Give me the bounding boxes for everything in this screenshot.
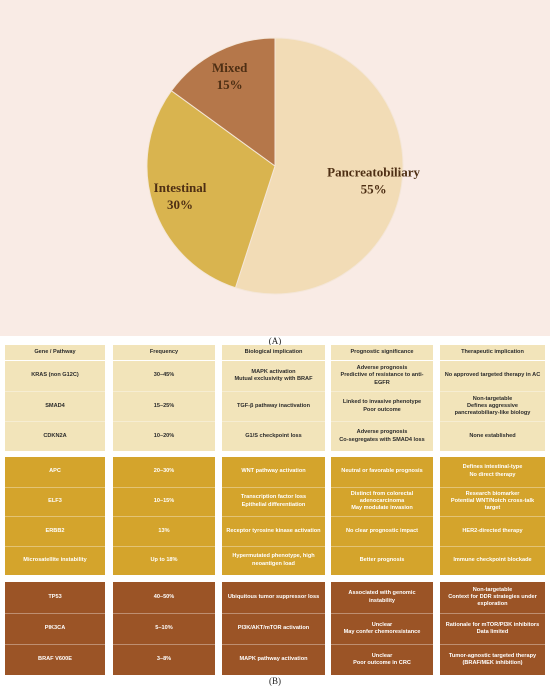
pie-slice (234, 37, 404, 295)
row-header-cell: SMAD4 (5, 391, 105, 421)
header-cell: Frequency (113, 345, 215, 360)
row-header-cell: ELF3 (5, 486, 105, 516)
table-cell: Receptor tyrosine kinase activation (222, 516, 325, 546)
header-cell: Gene / Pathway (5, 345, 105, 360)
table-cell: 10–15% (113, 486, 215, 516)
table-cell: Transcription factor loss Epithelial dif… (222, 486, 325, 516)
table-cell: TGF-β pathway inactivation (222, 391, 325, 421)
table-cell: G1/S checkpoint loss (222, 421, 325, 451)
table-cell: None established (440, 421, 545, 451)
table-cell: Ubiquitous tumor suppressor loss (222, 582, 325, 613)
table-cell: 30–45% (113, 361, 215, 391)
table-cell: Adverse prognosis Predictive of resistan… (331, 361, 433, 391)
table-cell: Neutral or favorable prognosis (331, 457, 433, 487)
pie-slice (146, 90, 276, 289)
table-cell: 40–50% (113, 582, 215, 613)
row-header-cell: CDKN2A (5, 421, 105, 451)
table-cell: 3–8% (113, 644, 215, 675)
slice-label: Intestinal (154, 180, 207, 195)
table-cell: No clear prognostic impact (331, 516, 433, 546)
row-header-cell: APC (5, 457, 105, 487)
table-cell: 20–30% (113, 457, 215, 487)
table-cell: Non-targetable Context for DDR strategie… (440, 582, 545, 613)
table-cell: Unclear May confer chemoresistance (331, 613, 433, 644)
slice-label: Pancreatobiliary (327, 165, 420, 180)
pie-slice (170, 37, 276, 167)
table-cell: 5–10% (113, 613, 215, 644)
row-header-cell: PIK3CA (5, 613, 105, 644)
table-cell: 15–25% (113, 391, 215, 421)
table-cell: Tumor-agnostic targeted therapy (BRAF/ME… (440, 644, 545, 675)
header-cell: Biological implication (222, 345, 325, 360)
table-cell: Distinct from colorectal adenocarcinoma … (331, 486, 433, 516)
table-cell: Non-targetable Defines aggressive pancre… (440, 391, 545, 421)
panel-label: (A) (268, 336, 282, 346)
table-cell: Rationale for mTOR/PI3K inhibitors Data … (440, 613, 545, 644)
slice-value-label: 15% (217, 77, 243, 92)
table-cell: Research biomarker Potential WNT/Notch c… (440, 486, 545, 516)
table-cell: MAPK activation Mutual exclusivity with … (222, 361, 325, 391)
panel-label: (B) (269, 676, 281, 686)
row-header-cell: BRAF V600E (5, 644, 105, 675)
row-header-cell: Microsatellite instability (5, 545, 105, 575)
table-cell: 10–20% (113, 421, 215, 451)
table-cell: Linked to invasive phenotype Poor outcom… (331, 391, 433, 421)
row-header-cell: TP53 (5, 582, 105, 613)
pie-panel: Pancreatobiliary 55% Intestinal 30% Mixed 15% (0, 0, 550, 336)
table-cell: PI3K/AKT/mTOR activation (222, 613, 325, 644)
table-cell: MAPK pathway activation (222, 644, 325, 675)
table-cell: Associated with genomic instability (331, 582, 433, 613)
slice-value-label: 30% (167, 197, 193, 212)
table-cell: WNT pathway activation (222, 457, 325, 487)
slice-value-label: 55% (361, 182, 387, 197)
table-cell: Adverse prognosis Co-segregates with SMA… (331, 421, 433, 451)
table-cell: Up to 18% (113, 545, 215, 575)
table-cell: Hypermutated phenotype, high neoantigen … (222, 545, 325, 575)
row-header-cell: KRAS (non G12C) (5, 361, 105, 391)
table-cell: Unclear Poor outcome in CRC (331, 644, 433, 675)
table-cell: Immune checkpoint blockade (440, 545, 545, 575)
table-cell: Defines intestinal-type No direct therap… (440, 457, 545, 487)
table-cell: 13% (113, 516, 215, 546)
row-header-cell: ERBB2 (5, 516, 105, 546)
slice-label: Mixed (212, 60, 248, 75)
table-cell: Better prognosis (331, 545, 433, 575)
header-cell: Prognostic significance (331, 345, 433, 360)
header-cell: Therapeutic implication (440, 345, 545, 360)
table-cell: HER2-directed therapy (440, 516, 545, 546)
table-cell: No approved targeted therapy in AC (440, 361, 545, 391)
